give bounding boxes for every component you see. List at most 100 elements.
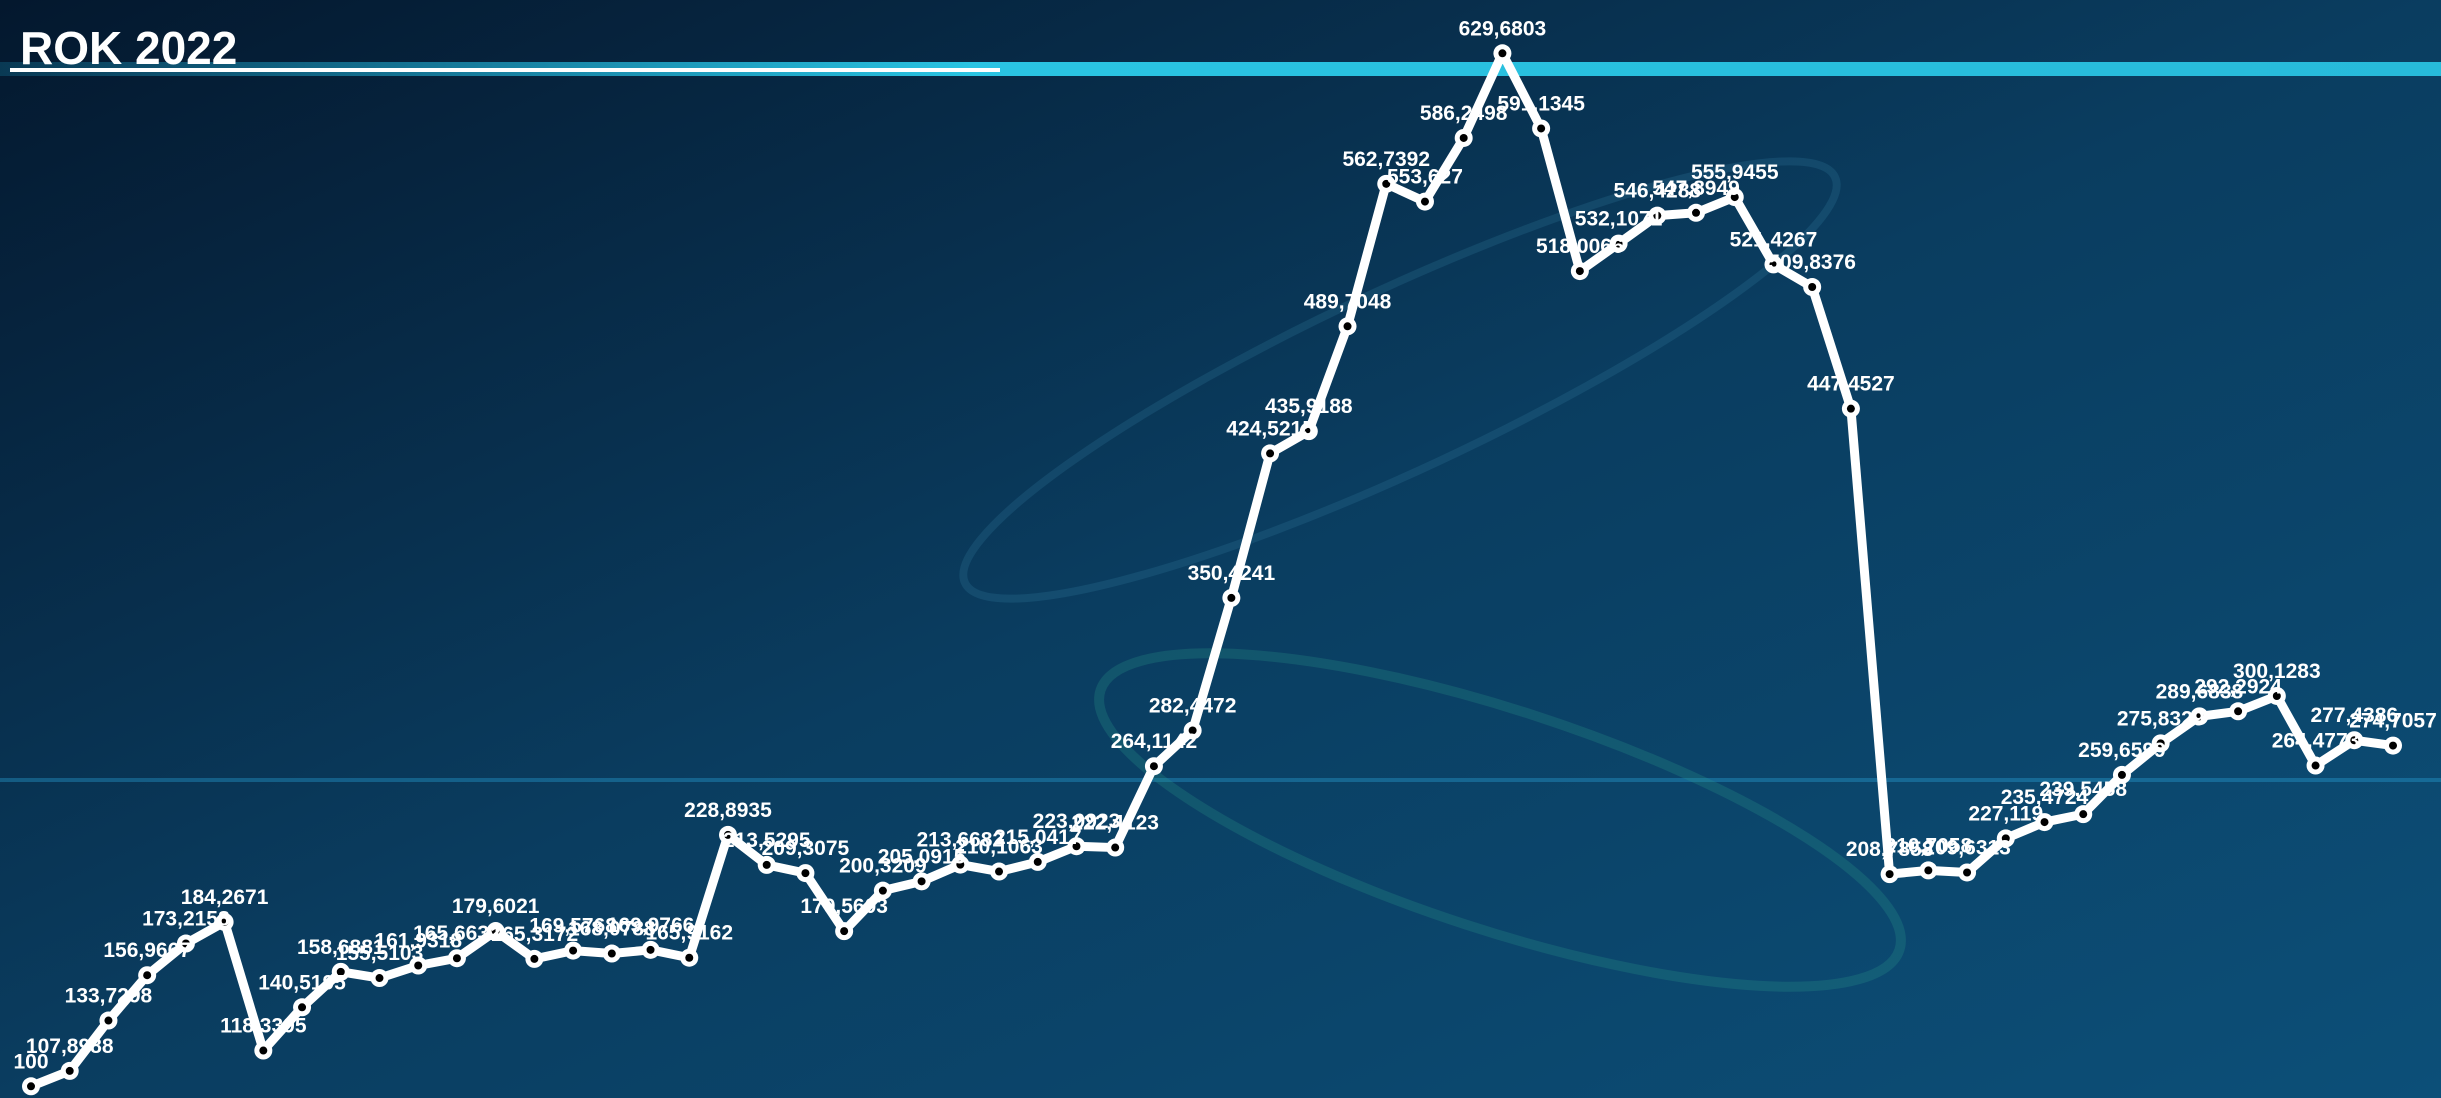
point-center (27, 1082, 35, 1091)
point-center (1885, 870, 1894, 879)
data-label: 210,1063 (955, 836, 1043, 859)
point-center (1963, 868, 1972, 877)
data-label: 165,3172 (491, 923, 579, 946)
data-label: 264,1142 (1111, 730, 1197, 753)
point-center (491, 927, 500, 936)
point-center (2001, 834, 2010, 843)
point-center (1111, 843, 1120, 852)
point-center (2234, 707, 2243, 716)
point-center (452, 954, 461, 963)
data-label: 300,1283 (2233, 660, 2321, 683)
data-label: 205,0915 (878, 845, 966, 868)
data-label: 547,8949 (1652, 177, 1740, 200)
data-label: 223,0923 (1033, 810, 1121, 833)
point-center (143, 971, 152, 980)
data-label: 289,6838 (2156, 680, 2244, 703)
point-center (1149, 762, 1158, 771)
data-label: 292,2924 (2194, 675, 2282, 698)
point-center (181, 939, 190, 948)
data-label: 447,4527 (1807, 373, 1895, 396)
data-label: 235,4724 (2001, 786, 2089, 809)
point-center (1614, 239, 1623, 248)
decor (1094, 648, 1906, 992)
point-center (1382, 179, 1391, 188)
point-center (801, 869, 810, 878)
data-label: 210,7058 (1885, 834, 1973, 857)
data-label: 275,8329 (2117, 707, 2205, 730)
data-label: 227,119 (1968, 802, 2043, 825)
point-center (569, 946, 578, 955)
data-label: 184,2671 (181, 886, 269, 909)
point-center (1730, 193, 1739, 202)
data-label: 228,8935 (684, 799, 772, 822)
point-center (1033, 857, 1042, 866)
data-label: 259,6599 (2078, 739, 2166, 762)
point-center (723, 830, 732, 839)
point-center (220, 917, 229, 926)
point-center (646, 945, 655, 954)
data-label: 156,9667 (103, 939, 191, 962)
data-label: 215,0417 (994, 826, 1082, 849)
point-center (956, 860, 965, 869)
point-center (2040, 818, 2049, 827)
data-label: 107,8988 (26, 1035, 114, 1058)
data-label: 553,627 (1387, 166, 1463, 189)
data-label: 165,9162 (645, 922, 733, 945)
data-label: 100 (13, 1050, 48, 1073)
data-label: 213,6682 (917, 829, 1005, 852)
decor (959, 157, 1841, 603)
point-center (530, 954, 539, 963)
decor-streak (0, 778, 2441, 782)
data-label: 586,2498 (1420, 102, 1508, 125)
point-center (1769, 260, 1778, 269)
point-center (1692, 208, 1701, 217)
point-center (878, 886, 887, 895)
point-center (1072, 842, 1081, 851)
point-center (1188, 726, 1197, 735)
point-center (375, 974, 384, 983)
data-label: 562,7392 (1342, 148, 1430, 171)
point-center (1343, 322, 1352, 331)
data-label: 591,1345 (1497, 92, 1585, 115)
point-center (259, 1046, 268, 1055)
point-center (2311, 761, 2320, 770)
data-label: 521,4267 (1730, 228, 1818, 251)
data-label: 118,3395 (220, 1015, 307, 1038)
point-center (917, 877, 926, 886)
data-label: 489,7048 (1304, 290, 1392, 313)
data-label: 509,8376 (1768, 251, 1856, 274)
point-center (1924, 866, 1933, 875)
point-center (2156, 739, 2165, 748)
data-label: 222,4123 (1071, 812, 1159, 835)
data-label: 158,6881 (297, 936, 385, 959)
point-center (840, 927, 849, 936)
data-label: 169,5768 (529, 915, 617, 938)
data-label: 161,9318 (374, 930, 462, 953)
point-center (2350, 736, 2359, 745)
data-label: 140,5195 (258, 971, 346, 994)
data-label: 208,7858 (1846, 838, 1934, 861)
point-center (65, 1066, 74, 1075)
data-label: 282,4472 (1149, 694, 1237, 717)
point-center (336, 967, 345, 976)
point-center (762, 860, 771, 869)
data-label: 209,3075 (762, 837, 850, 860)
point-center (1304, 427, 1313, 436)
data-label: 264,4773 (2272, 730, 2360, 753)
data-label: 169,9766 (607, 914, 695, 937)
point-center (995, 867, 1004, 876)
data-label: 165,6632 (413, 922, 501, 945)
data-label: 424,5215 (1226, 417, 1314, 440)
point-center (298, 1003, 307, 1012)
data-label: 133,7298 (65, 985, 153, 1008)
data-label: 179,6021 (452, 895, 540, 918)
data-label: 239,5458 (2039, 778, 2127, 801)
point-center (2079, 810, 2088, 819)
data-label: 200,3209 (839, 855, 927, 878)
data-label: 546,4288 (1613, 180, 1701, 203)
point-center (1498, 49, 1507, 58)
point-center (1227, 593, 1236, 602)
